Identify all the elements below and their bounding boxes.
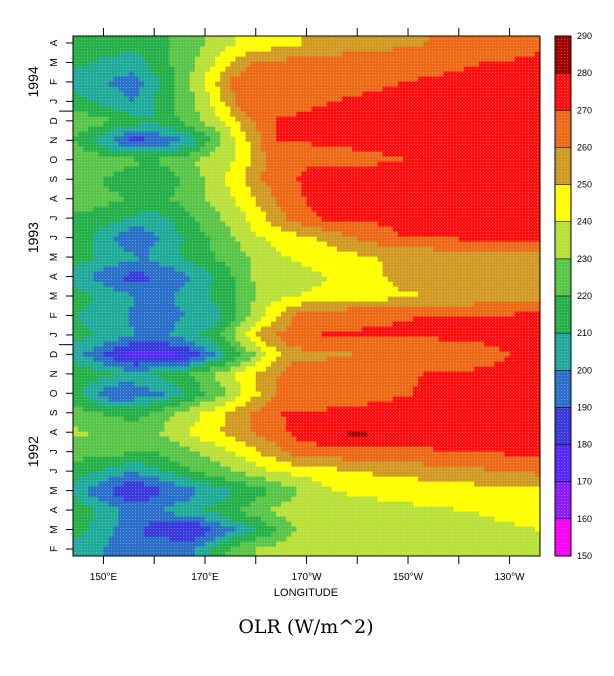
olr-hovmoller-chart: 150°E 170°E 170°W 150°W 130°W FMAMJJASONDJFM… [25,28,592,638]
